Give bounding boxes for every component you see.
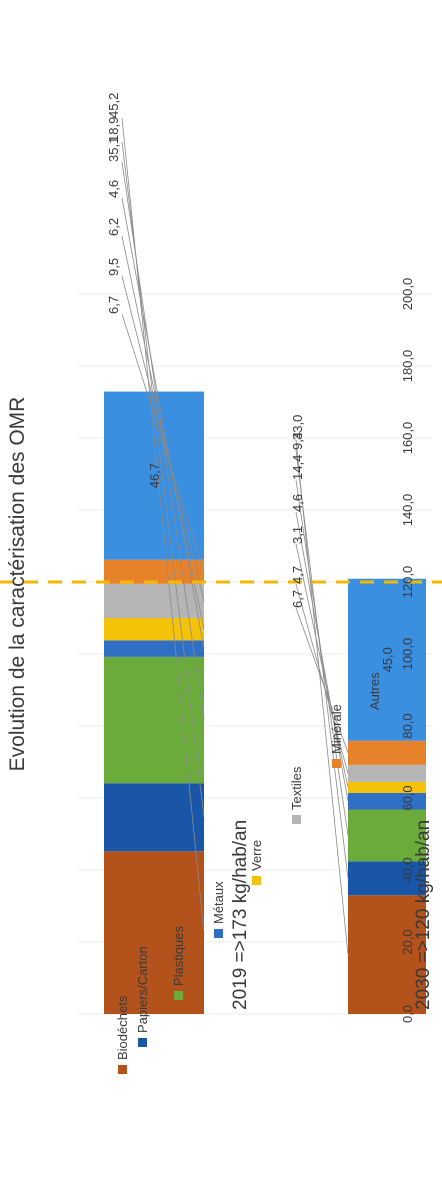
category-labels: 2019 =>173 kg/hab/an 2030 =>120 kg/hab/an <box>230 820 434 1010</box>
data-label-minerale-2: 6,7 <box>290 590 305 608</box>
data-label-verre-2: 3,1 <box>290 526 305 544</box>
data-label-metaux-1: 4,6 <box>106 180 121 198</box>
data-label-plastiques-2: 14,4 <box>290 455 305 480</box>
legend-label: Plastiques <box>171 926 186 986</box>
bar-segment-biodechets-2 <box>348 895 426 1014</box>
legend-item-verre: Verre <box>249 840 264 885</box>
legend-label: Métaux <box>211 881 226 924</box>
y-axis-ticks: 0,0 20,0 40,0 60,0 80,0 100,0 120,0 140,0 160,0 1… <box>400 278 415 1023</box>
legend-swatch <box>138 1038 147 1047</box>
data-label-textiles-2: 4,7 <box>290 566 305 584</box>
y-tick-label: 200,0 <box>400 278 415 311</box>
leader-line <box>121 313 205 572</box>
bar-segment-autres-2 <box>348 578 426 741</box>
chart-title: Evolution de la caractérisation des OMR <box>6 397 29 772</box>
bar-segment-papiers-carton-1 <box>104 783 204 852</box>
legend-label: Verre <box>249 840 264 871</box>
bar-segment-biodechets-1 <box>104 851 204 1014</box>
y-tick-label: 20,0 <box>400 929 415 954</box>
legend-item-autres: Autres <box>367 672 382 724</box>
bar-segment-papiers-carton-2 <box>348 861 426 896</box>
leader-line <box>295 511 349 802</box>
data-label-biodechets-2: 33,0 <box>290 415 305 440</box>
bar-segment-verre-2 <box>348 781 426 793</box>
y-tick-label: 140,0 <box>400 494 415 527</box>
bar-segment-minerale-2 <box>348 740 426 765</box>
data-label-metaux-2: 4,6 <box>290 494 305 512</box>
leader-lines <box>121 117 349 955</box>
y-tick-label: 100,0 <box>400 638 415 671</box>
legend: Biodéchets Papiers/Carton Plastiques Métaux… <box>115 672 382 1074</box>
data-label-minerale-1: 6,7 <box>106 296 121 314</box>
legend-swatch <box>332 759 341 768</box>
data-labels: 46,7 45,0 45,218,935,1 4,6 6,2 9,5 6,7 33,09,4 1… <box>106 93 395 673</box>
data-label-textiles-1: 9,5 <box>106 258 121 276</box>
leader-line <box>121 235 205 630</box>
legend-item-biodechets: Biodéchets <box>115 995 130 1074</box>
y-tick-label: 80,0 <box>400 713 415 738</box>
bar-segment-metaux-1 <box>104 640 204 657</box>
data-label-biodechets-1: 45,2 <box>106 93 121 118</box>
data-label-verre-1: 6,2 <box>106 218 121 236</box>
y-tick-label: 120,0 <box>400 566 415 599</box>
bar-segment-plastiques-1 <box>104 656 204 784</box>
bar-segment-verre-1 <box>104 618 204 641</box>
bar-segment-metaux-2 <box>348 792 426 810</box>
data-label-autres-2: 45,0 <box>380 647 395 672</box>
y-tick-label: 60,0 <box>400 785 415 810</box>
data-label-plastiques-1: 35,1 <box>106 137 121 162</box>
leader-line <box>295 439 349 955</box>
y-tick-label: 180,0 <box>400 350 415 383</box>
y-tick-label: 0,0 <box>400 1005 415 1023</box>
y-tick-label: 40,0 <box>400 857 415 882</box>
legend-label: Autres <box>367 672 382 710</box>
legend-item-textiles: Textiles <box>289 766 304 824</box>
bars <box>104 391 426 1014</box>
leader-line <box>295 607 349 753</box>
legend-item-papiers-carton: Papiers/Carton <box>135 946 150 1047</box>
bar-segment-textiles-2 <box>348 764 426 782</box>
legend-swatch <box>252 876 261 885</box>
data-label-papiers-carton-1: 18,9 <box>106 117 121 142</box>
legend-swatch <box>370 715 379 724</box>
leader-line <box>121 275 205 601</box>
bar-segment-textiles-1 <box>104 583 204 618</box>
data-label-autres-1: 46,7 <box>147 463 162 488</box>
y-tick-label: 160,0 <box>400 422 415 455</box>
legend-swatch <box>118 1065 127 1074</box>
legend-label: Textiles <box>289 766 304 810</box>
category-label-2: 2030 =>120 kg/hab/an <box>413 820 434 1010</box>
legend-label: Minérale <box>329 704 344 754</box>
legend-item-minerale: Minérale <box>329 704 344 768</box>
bar-segment-plastiques-2 <box>348 809 426 862</box>
bar-segment-minerale-1 <box>104 559 204 584</box>
legend-label: Biodéchets <box>115 995 130 1060</box>
data-label-papiers-carton-2: 9,4 <box>290 432 305 450</box>
legend-item-plastiques: Plastiques <box>171 926 186 1000</box>
leader-line <box>121 161 205 721</box>
legend-swatch <box>174 991 183 1000</box>
legend-swatch <box>292 815 301 824</box>
leader-line <box>121 197 205 649</box>
bar-segment-autres-1 <box>104 391 204 560</box>
legend-item-metaux: Métaux <box>211 881 226 938</box>
leader-line <box>295 583 349 774</box>
legend-label: Papiers/Carton <box>135 946 150 1033</box>
leader-line <box>295 543 349 788</box>
category-label-1: 2019 =>173 kg/hab/an <box>230 820 251 1010</box>
legend-swatch <box>214 929 223 938</box>
